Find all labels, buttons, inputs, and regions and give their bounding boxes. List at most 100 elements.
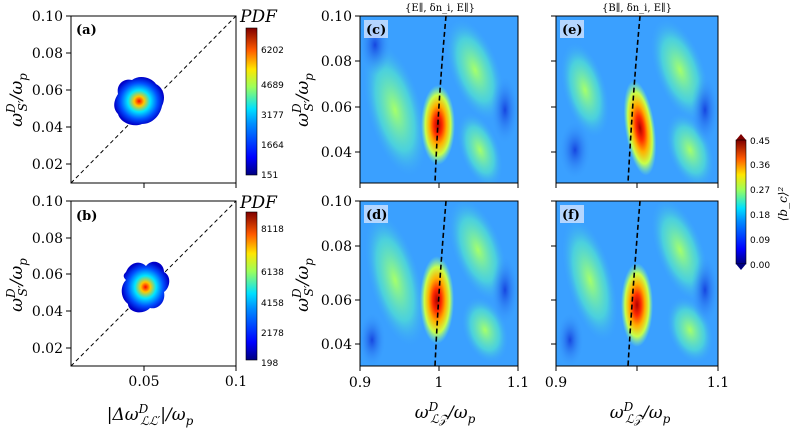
panel-d-dark-2	[491, 255, 518, 325]
colorbar-tick-027: 0.27	[750, 186, 770, 196]
panel-a: (a) 0.10 0.08 0.06 0.04 0.02 ωDS′/ωp PDF…	[4, 7, 284, 188]
panel-f-tag: (f)	[562, 208, 580, 223]
panel-b-diagonal	[70, 200, 237, 367]
panel-b-ytick-008: 0.08	[32, 231, 63, 247]
colorbar-label: ⟨b_c⟩²	[776, 187, 790, 222]
panel-d-ytick-008: 0.08	[321, 239, 352, 255]
panel-e-resonance-curve	[627, 16, 641, 183]
panel-f-xtick-09: 0.9	[545, 375, 567, 391]
panel-b-tag: (b)	[76, 209, 97, 224]
panel-a-tag: (a)	[76, 23, 97, 38]
panel-d-xtick-11: 1.1	[507, 375, 529, 391]
panel-b-cb-tick-2178: 2178	[261, 329, 284, 339]
panel-d-ytick-010: 0.10	[321, 194, 352, 210]
panel-f-xtick-11: 1.1	[707, 375, 729, 391]
panel-d-ylabel: ωDS′/ωp	[290, 258, 316, 312]
panel-a-ytick-010: 0.10	[32, 9, 63, 25]
panel-a-density-blob	[114, 77, 164, 126]
panel-e: (e) {B∥, δn_i, E∥}	[551, 2, 719, 188]
colorbar-tick-000: 0.00	[750, 261, 770, 271]
panel-d-tag-bg	[364, 205, 388, 223]
panel-c-resonance-curve	[434, 16, 447, 183]
panel-c-streak-3	[456, 111, 504, 183]
panel-b-yticks: 0.10 0.08 0.06 0.04 0.02	[32, 194, 71, 357]
panel-b-ytick-010: 0.10	[32, 194, 63, 210]
panel-f-dark-2	[691, 255, 718, 325]
panel-a-colorbar	[245, 27, 258, 176]
panel-c-streak-1	[362, 41, 428, 179]
panel-e-title: {B∥, δn_i, E∥}	[602, 2, 672, 14]
panel-b-density-blob	[121, 261, 170, 313]
panel-a-cb-tick-6202: 6202	[261, 46, 284, 56]
panel-a-yticks: 0.10 0.08 0.06 0.04 0.02	[32, 9, 71, 173]
panel-e-peak	[623, 80, 657, 176]
panel-f: (f) 0.9 1.1 ωD ℒ𝒵/ωp	[545, 200, 729, 426]
panel-c-peak	[421, 85, 455, 165]
panel-e-streak-1	[560, 41, 610, 139]
panel-e-dark-2	[691, 75, 718, 145]
panel-b-xticks: 0.05 0.1	[128, 366, 247, 390]
panel-c-title: {E∥, δn_i, E∥}	[405, 2, 475, 14]
panel-c-streak-2	[444, 17, 506, 123]
panel-d-yticks: 0.10 0.08 0.06 0.04	[321, 194, 360, 353]
panel-c-ytick-004: 0.04	[321, 145, 352, 161]
panel-a-xticks	[143, 183, 237, 188]
panel-d-xtick-1: 1	[435, 375, 444, 391]
colorbar-tick-045: 0.45	[750, 137, 770, 147]
panel-b-xtick-01: 0.1	[225, 374, 247, 390]
panel-d-dark-1	[360, 312, 386, 366]
panel-a-ytick-008: 0.08	[32, 46, 63, 62]
colorbar-bar	[735, 139, 747, 265]
panel-a-cb-tick-3177: 3177	[261, 111, 284, 121]
panel-b-colorbar	[245, 211, 258, 361]
panel-d-streak-1	[364, 212, 426, 348]
panel-c-ytick-008: 0.08	[321, 54, 352, 70]
panel-c-tag-bg	[364, 20, 388, 38]
panel-a-ytick-004: 0.04	[32, 120, 63, 136]
panel-f-xlabel: ωD ℒ𝒵/ωp	[610, 400, 671, 426]
panel-c-yticks: 0.10 0.08 0.06 0.04	[321, 9, 360, 161]
panel-e-ticks	[551, 15, 719, 188]
panel-c: (c) {E∥, δn_i, E∥} 0.10 0.08 0.06 0.04 ω…	[290, 2, 519, 188]
panel-f-resonance-curve	[627, 201, 641, 366]
panel-d: (d) 0.10 0.08 0.06 0.04 0.9 1 1.1 ωDS′/ω…	[290, 194, 529, 426]
panel-a-ytick-002: 0.02	[32, 157, 63, 173]
panel-b-ylabel: ωDS′/ωp	[4, 258, 30, 312]
panel-b-ytick-002: 0.02	[32, 341, 63, 357]
colorbar-tick-009: 0.09	[750, 236, 770, 246]
panel-e-tag-bg	[560, 20, 584, 38]
panel-c-dark-2	[491, 75, 518, 145]
panel-c-ylabel: ωDS′/ωp	[290, 73, 316, 127]
panel-b-ytick-004: 0.04	[32, 304, 63, 320]
panel-a-cb-tick-151: 151	[261, 171, 278, 181]
colorbar-tick-036: 0.36	[750, 161, 770, 171]
shared-colorbar: 0.45 0.36 0.27 0.18 0.09 0.00 ⟨b_c⟩²	[735, 134, 790, 271]
panel-b-cb-tick-6138: 6138	[261, 268, 284, 278]
panel-d-ytick-006: 0.06	[321, 293, 352, 309]
panel-f-tag-bg	[560, 205, 584, 223]
panel-d-ytick-004: 0.04	[321, 337, 352, 353]
panel-e-dark-1	[559, 120, 591, 180]
panel-d-xtick-09: 0.9	[349, 375, 371, 391]
panel-b-cb-tick-8118: 8118	[261, 225, 284, 235]
panel-f-streak-1	[561, 216, 619, 344]
panel-b: (b) 0.10 0.08 0.06 0.04 0.02 0.05 0.1 ωD…	[4, 193, 284, 428]
panel-c-ytick-010: 0.10	[321, 9, 352, 25]
panel-b-colorbar-title: PDF	[239, 193, 278, 213]
panel-f-ticks: 0.9 1.1	[545, 200, 729, 391]
panel-b-xtick-005: 0.05	[128, 374, 159, 390]
colorbar-tick-018: 0.18	[750, 211, 770, 221]
panel-a-cb-tick-4689: 4689	[261, 81, 284, 91]
colorbar-top-arrow	[736, 134, 746, 140]
panel-b-cb-tick-4158: 4158	[261, 299, 284, 309]
panel-a-ylabel: ωDS′/ωp	[4, 73, 30, 127]
panel-a-cb-tick-1664: 1664	[261, 141, 284, 151]
panel-b-ytick-006: 0.06	[32, 267, 63, 283]
panel-c-tag: (c)	[366, 23, 386, 38]
panel-b-cb-tick-198: 198	[261, 359, 278, 369]
panel-e-tag: (e)	[562, 23, 583, 38]
panel-f-dark-1	[556, 312, 584, 366]
colorbar-bottom-arrow	[736, 264, 746, 270]
panel-d-xticks: 0.9 1 1.1	[349, 366, 529, 391]
